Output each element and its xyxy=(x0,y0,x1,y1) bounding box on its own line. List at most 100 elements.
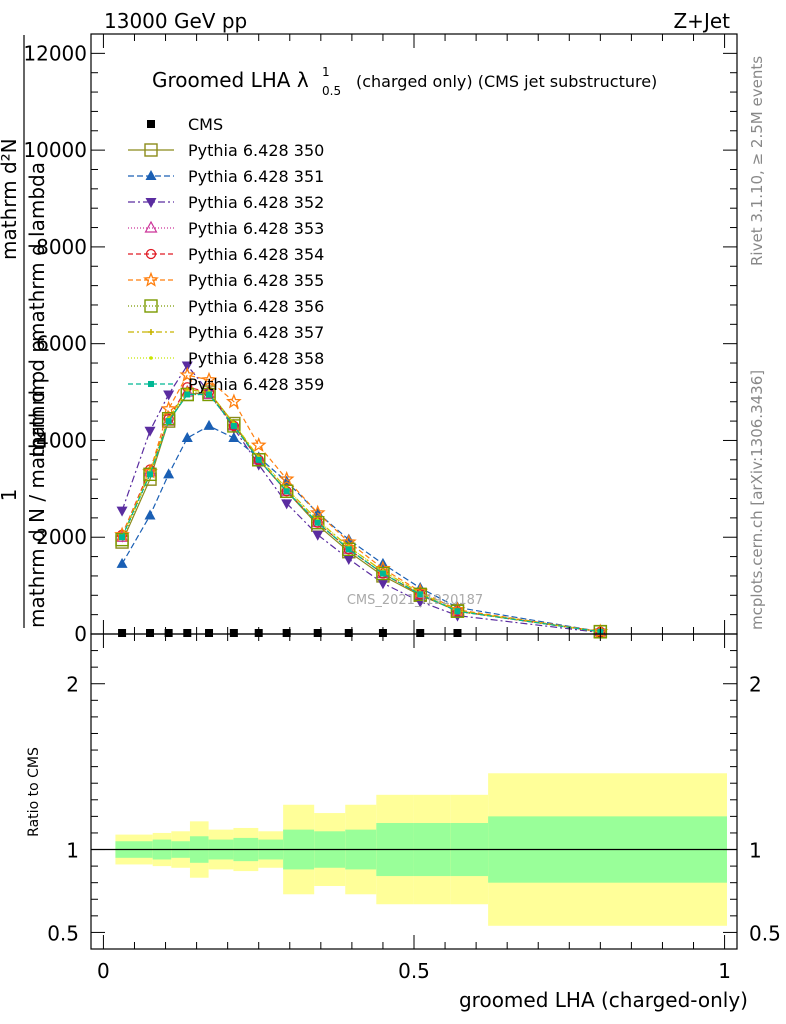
data-point xyxy=(183,629,192,637)
legend-marker xyxy=(145,198,157,208)
data-point xyxy=(206,391,213,398)
legend-entry-8: Pythia 6.428 357 xyxy=(128,323,324,342)
data-point xyxy=(281,499,293,510)
ylabel-one: 1 xyxy=(0,489,21,502)
data-point xyxy=(250,437,267,452)
legend-label: Pythia 6.428 357 xyxy=(188,323,324,342)
legend-label: Pythia 6.428 350 xyxy=(188,141,324,160)
title-suffix: (charged only) (CMS jet substructure) xyxy=(356,72,657,91)
legend-entry-0: CMS xyxy=(147,115,223,134)
y-tick-label: 6000 xyxy=(36,332,87,356)
title-superscript: 1 xyxy=(322,65,330,79)
legend: CMS Pythia 6.428 350 Pythia 6.428 351 Pythi… xyxy=(128,115,324,394)
header-energy: 13000 GeV pp xyxy=(104,9,247,33)
x-tick-label: 0 xyxy=(97,959,110,983)
data-point xyxy=(144,426,156,437)
data-point xyxy=(278,470,295,486)
data-point xyxy=(227,419,241,433)
data-point xyxy=(203,419,215,430)
data-point xyxy=(161,411,176,426)
series-0 xyxy=(118,629,605,637)
data-point xyxy=(279,484,294,498)
x-tick-label: 0.5 xyxy=(398,959,430,983)
ratio-y-tick-label-right: 0.5 xyxy=(749,921,781,945)
ylabel-denominator-pt: mathrm d p xyxy=(25,340,49,458)
legend-label: Pythia 6.428 355 xyxy=(188,271,324,290)
legend-label: Pythia 6.428 356 xyxy=(188,297,324,316)
data-point xyxy=(417,591,424,598)
data-point xyxy=(201,371,217,387)
legend-label: CMS xyxy=(188,115,223,134)
data-point xyxy=(181,432,193,443)
legend-marker xyxy=(147,120,155,128)
ratio-y-tick-label: 0.5 xyxy=(47,921,79,945)
data-point xyxy=(343,533,355,544)
legend-marker xyxy=(145,170,157,180)
ylabel-norm: mathrm d N / mathrm d p xyxy=(25,371,49,628)
legend-entry-9: Pythia 6.428 358 xyxy=(128,349,324,368)
data-point xyxy=(115,532,129,547)
legend-label: Pythia 6.428 351 xyxy=(188,167,324,186)
data-point xyxy=(163,468,175,479)
data-point xyxy=(376,566,390,581)
ratio-panel: 0.5 0.5 1 1 2 2 0 0.5 1 Ratio to CMS groomed LHA… xyxy=(26,633,781,1012)
y-tick-label: 4000 xyxy=(36,428,87,452)
legend-label: Pythia 6.428 352 xyxy=(188,193,324,212)
x-tick-label: 1 xyxy=(718,959,731,983)
data-point xyxy=(454,608,461,615)
data-point xyxy=(179,366,196,382)
legend-marker xyxy=(143,271,159,287)
data-point xyxy=(160,400,177,416)
data-point xyxy=(343,555,355,565)
data-point xyxy=(344,629,353,637)
data-point xyxy=(283,488,290,495)
data-point xyxy=(377,579,389,590)
data-point xyxy=(164,629,173,637)
legend-entry-4: Pythia 6.428 353 xyxy=(128,219,324,238)
data-point xyxy=(450,604,465,618)
data-point xyxy=(314,519,321,526)
legend-marker xyxy=(144,299,158,313)
data-point xyxy=(345,546,352,553)
ratio-bands xyxy=(91,773,737,926)
ylabel-numerator: mathrm d²N xyxy=(0,138,21,260)
rivet-label: Rivet 3.1.10, ≥ 2.5M events xyxy=(748,56,766,266)
data-point xyxy=(453,629,462,637)
header-process: Z+Jet xyxy=(673,9,730,33)
data-point xyxy=(342,542,356,557)
legend-marker xyxy=(148,381,154,387)
legend-marker xyxy=(144,143,158,157)
data-point xyxy=(181,361,193,372)
legend-entry-7: Pythia 6.428 356 xyxy=(128,297,324,316)
data-point xyxy=(144,509,156,520)
legend-entry-6: Pythia 6.428 355 xyxy=(128,271,324,290)
legend-entry-5: Pythia 6.428 354 xyxy=(128,245,324,264)
title-subscript: 0.5 xyxy=(322,84,341,98)
data-point xyxy=(309,504,326,520)
legend-label: Pythia 6.428 359 xyxy=(188,375,324,394)
series-line-9 xyxy=(121,391,601,633)
ratio-y-tick-label-right: 2 xyxy=(749,673,762,697)
data-point xyxy=(313,629,322,637)
ratio-y-tick-label: 1 xyxy=(66,839,79,863)
series-line-6 xyxy=(121,374,601,633)
series-line-2 xyxy=(121,425,601,633)
data-point xyxy=(312,530,324,541)
y-tick-label: 12000 xyxy=(23,41,87,65)
ratio-ylabel: Ratio to CMS xyxy=(26,747,42,837)
legend-marker xyxy=(144,220,158,233)
data-point xyxy=(205,629,214,637)
legend-entry-10: Pythia 6.428 359 xyxy=(128,375,324,394)
main-panel: 0 2000 4000 6000 8000 10000 12000 CMS_2021_I19… xyxy=(0,33,738,646)
legend-label: Pythia 6.428 358 xyxy=(188,349,324,368)
data-point xyxy=(415,589,426,600)
data-point xyxy=(116,506,128,517)
legend-marker xyxy=(145,248,157,260)
data-point xyxy=(379,570,386,577)
data-point xyxy=(143,467,157,482)
analysis-watermark: CMS_2021_I1920187 xyxy=(347,593,483,608)
data-point xyxy=(163,390,175,401)
legend-label: Pythia 6.428 354 xyxy=(188,245,324,264)
data-point xyxy=(225,393,242,409)
